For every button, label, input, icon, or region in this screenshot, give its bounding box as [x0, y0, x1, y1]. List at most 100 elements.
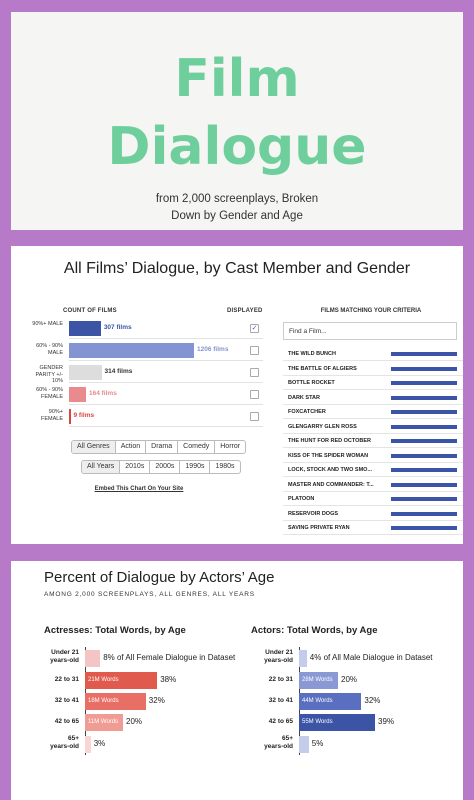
- age-row: 22 to 31 28M Words 20%: [249, 671, 449, 691]
- genre-button[interactable]: Action: [116, 441, 147, 453]
- gender-bar: [69, 343, 194, 358]
- age-bar-percent: 32%: [364, 696, 381, 705]
- age-bar: [85, 693, 146, 710]
- film-name: BOTTLE ROCKET: [288, 380, 335, 386]
- gender-bar: [69, 409, 71, 424]
- age-row: 65+ years-old 3%: [35, 735, 235, 755]
- film-list-item[interactable]: FOXCATCHER: [283, 405, 463, 419]
- age-bar-percent: 20%: [126, 717, 143, 726]
- genre-button[interactable]: All Genres: [72, 441, 116, 453]
- subtitle-line-2: Down by Gender and Age: [171, 210, 303, 222]
- age-row: Under 21 years-old 8% of All Female Dialog…: [35, 649, 235, 669]
- year-filter: All Years 2010s 2000s 1990s 1980s: [81, 460, 241, 474]
- row-divider: [69, 426, 263, 427]
- genre-button[interactable]: Horror: [220, 443, 241, 450]
- film-list-item[interactable]: THE HUNT FOR RED OCTOBER: [283, 434, 463, 448]
- age-bar-percent: 8% of All Female Dialogue in Dataset: [103, 653, 236, 662]
- age-chart-subtitle: AMONG 2,000 SCREENPLAYS, ALL GENRES, ALL…: [44, 591, 255, 598]
- film-bar: [391, 366, 457, 371]
- film-list-item[interactable]: GLENGARRY GLEN ROSS: [283, 420, 463, 434]
- film-list-item[interactable]: RESERVOIR DOGS: [283, 507, 463, 521]
- age-bar: [299, 736, 309, 753]
- year-button[interactable]: 2010s: [120, 461, 151, 473]
- films-matching-header: FILMS MATCHING YOUR CRITERIA: [320, 308, 422, 314]
- age-bar: [85, 672, 158, 689]
- film-list-item[interactable]: PLATOON: [283, 492, 463, 506]
- film-name: THE BATTLE OF ALGIERS: [288, 365, 357, 372]
- film-name: THE HUNT FOR RED OCTOBER: [288, 438, 372, 444]
- age-row: 32 to 41 18M Words 32%: [35, 692, 235, 712]
- film-bar: [391, 468, 457, 472]
- year-button[interactable]: 1990s: [180, 461, 211, 473]
- film-list-item[interactable]: BOTTLE ROCKET: [283, 376, 463, 390]
- gender-chart-title: All Films’ Dialogue, by Cast Member and …: [63, 260, 411, 277]
- film-list-item[interactable]: LOCK, STOCK AND TWO SMO...: [283, 463, 463, 477]
- genre-filter: All Genres Action Drama Comedy Horror: [71, 440, 247, 454]
- embed-link[interactable]: Embed This Chart On Your Site: [94, 486, 184, 492]
- film-bar: [391, 381, 457, 385]
- age-label: 32 to 41: [54, 697, 79, 704]
- age-bar-words: 44M Words: [302, 698, 333, 704]
- gender-bar-value: 9 films: [73, 412, 95, 419]
- age-label: 32 to 41: [268, 697, 293, 704]
- film-search-input[interactable]: Find a Film...: [283, 322, 457, 340]
- age-bar-words: 21M Words: [88, 677, 119, 683]
- gender-row: 60% - 90% FEMALE 164 films: [29, 384, 263, 406]
- year-button[interactable]: 2000s: [150, 461, 181, 473]
- film-name: GLENGARRY GLEN ROSS: [288, 423, 357, 430]
- age-chart-title: Percent of Dialogue by Actors’ Age: [44, 569, 275, 586]
- count-header: COUNT OF FILMS: [63, 308, 117, 314]
- gender-bar-value: 1206 films: [197, 346, 229, 353]
- genre-button[interactable]: Comedy: [178, 441, 216, 453]
- film-list-item[interactable]: KISS OF THE SPIDER WOMAN: [283, 449, 463, 463]
- age-bar-percent: 4% of All Male Dialogue in Dataset: [309, 653, 433, 662]
- film-list-item[interactable]: THE BATTLE OF ALGIERS: [283, 362, 463, 376]
- gender-row: 90%+ FEMALE 9 films: [29, 406, 263, 428]
- age-label: Under 21 years-old: [50, 649, 79, 664]
- gender-bar-value: 307 films: [103, 324, 132, 331]
- film-list-item[interactable]: DARK STAR: [283, 391, 463, 405]
- film-bar: [391, 352, 457, 356]
- age-bar-words: 11M Words: [88, 719, 119, 725]
- displayed-checkbox[interactable]: ✓: [250, 324, 259, 333]
- age-bar: [299, 693, 362, 710]
- age-chart-panel: Percent of Dialogue by Actors’ Age AMONG…: [11, 561, 463, 800]
- year-button[interactable]: All Years: [82, 461, 121, 473]
- film-list-item[interactable]: THE WILD BUNCH: [283, 347, 463, 361]
- age-bar: [299, 650, 307, 667]
- film-name: MASTER AND COMMANDER: T...: [288, 481, 374, 488]
- subtitle-line-1: from 2,000 screenplays, Broken: [155, 193, 319, 205]
- gender-row: 60% - 90% MALE 1206 films: [29, 340, 263, 362]
- film-name: DARK STAR: [288, 394, 320, 401]
- age-label: 42 to 65: [268, 718, 293, 725]
- displayed-checkbox[interactable]: [250, 346, 259, 355]
- age-label: 65+ years-old: [264, 735, 293, 750]
- film-list-item[interactable]: SAVING PRIVATE RYAN: [283, 521, 463, 535]
- row-divider: [69, 404, 263, 405]
- film-bar: [391, 424, 457, 429]
- film-name: SAVING PRIVATE RYAN: [288, 525, 350, 531]
- age-bar-percent: 5%: [311, 739, 324, 748]
- year-button[interactable]: 1980s: [215, 463, 235, 470]
- film-bar: [391, 395, 457, 400]
- age-row: 42 to 65 55M Words 39%: [249, 713, 449, 733]
- film-bar: [391, 453, 457, 458]
- displayed-checkbox[interactable]: [250, 412, 259, 421]
- age-label: Under 21 years-old: [264, 649, 293, 664]
- displayed-header: DISPLAYED: [227, 308, 263, 314]
- gender-bar: [69, 365, 102, 380]
- age-bar: [85, 650, 101, 667]
- gender-row-label: 60% - 90% FEMALE: [36, 387, 63, 400]
- displayed-checkbox[interactable]: [250, 390, 259, 399]
- age-bar-percent: 39%: [378, 717, 395, 726]
- displayed-checkbox[interactable]: [250, 368, 259, 377]
- film-name: KISS OF THE SPIDER WOMAN: [288, 452, 369, 459]
- film-list-item[interactable]: MASTER AND COMMANDER: T...: [283, 478, 463, 492]
- gender-row: GENDER PARITY +/- 10% 314 films: [29, 362, 263, 384]
- gender-bar-value: 164 films: [88, 390, 117, 397]
- age-bar: [85, 714, 123, 731]
- genre-button[interactable]: Drama: [146, 441, 179, 453]
- gender-row-label: 60% - 90% MALE: [36, 343, 63, 356]
- gender-row-label: 90%+ FEMALE: [40, 409, 63, 422]
- row-divider: [69, 360, 263, 361]
